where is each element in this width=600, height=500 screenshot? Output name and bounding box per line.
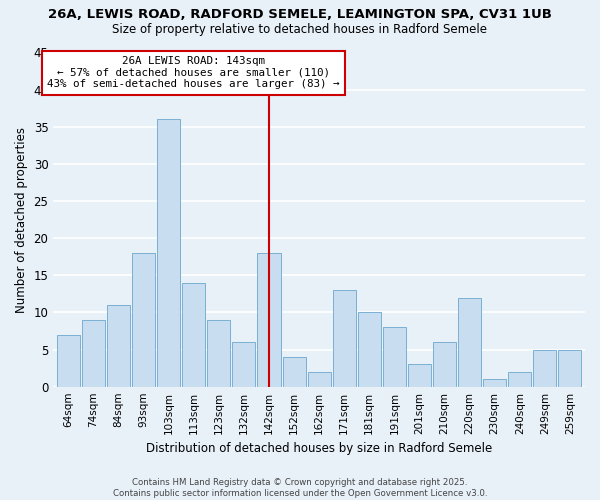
Bar [182, 282, 205, 387]
Bar [132, 253, 155, 386]
Bar [283, 357, 305, 386]
Bar [508, 372, 532, 386]
Bar [483, 380, 506, 386]
X-axis label: Distribution of detached houses by size in Radford Semele: Distribution of detached houses by size … [146, 442, 492, 455]
Bar [358, 312, 381, 386]
Bar [458, 298, 481, 386]
Bar [433, 342, 456, 386]
Bar [383, 328, 406, 386]
Bar [533, 350, 556, 387]
Bar [559, 350, 581, 387]
Bar [82, 320, 105, 386]
Bar [207, 320, 230, 386]
Text: 26A, LEWIS ROAD, RADFORD SEMELE, LEAMINGTON SPA, CV31 1UB: 26A, LEWIS ROAD, RADFORD SEMELE, LEAMING… [48, 8, 552, 20]
Y-axis label: Number of detached properties: Number of detached properties [15, 126, 28, 312]
Bar [232, 342, 256, 386]
Bar [107, 305, 130, 386]
Bar [157, 120, 180, 386]
Bar [257, 253, 281, 386]
Bar [57, 334, 80, 386]
Bar [332, 290, 356, 386]
Text: 26A LEWIS ROAD: 143sqm
← 57% of detached houses are smaller (110)
43% of semi-de: 26A LEWIS ROAD: 143sqm ← 57% of detached… [47, 56, 340, 90]
Text: Size of property relative to detached houses in Radford Semele: Size of property relative to detached ho… [113, 22, 487, 36]
Bar [308, 372, 331, 386]
Bar [408, 364, 431, 386]
Text: Contains HM Land Registry data © Crown copyright and database right 2025.
Contai: Contains HM Land Registry data © Crown c… [113, 478, 487, 498]
